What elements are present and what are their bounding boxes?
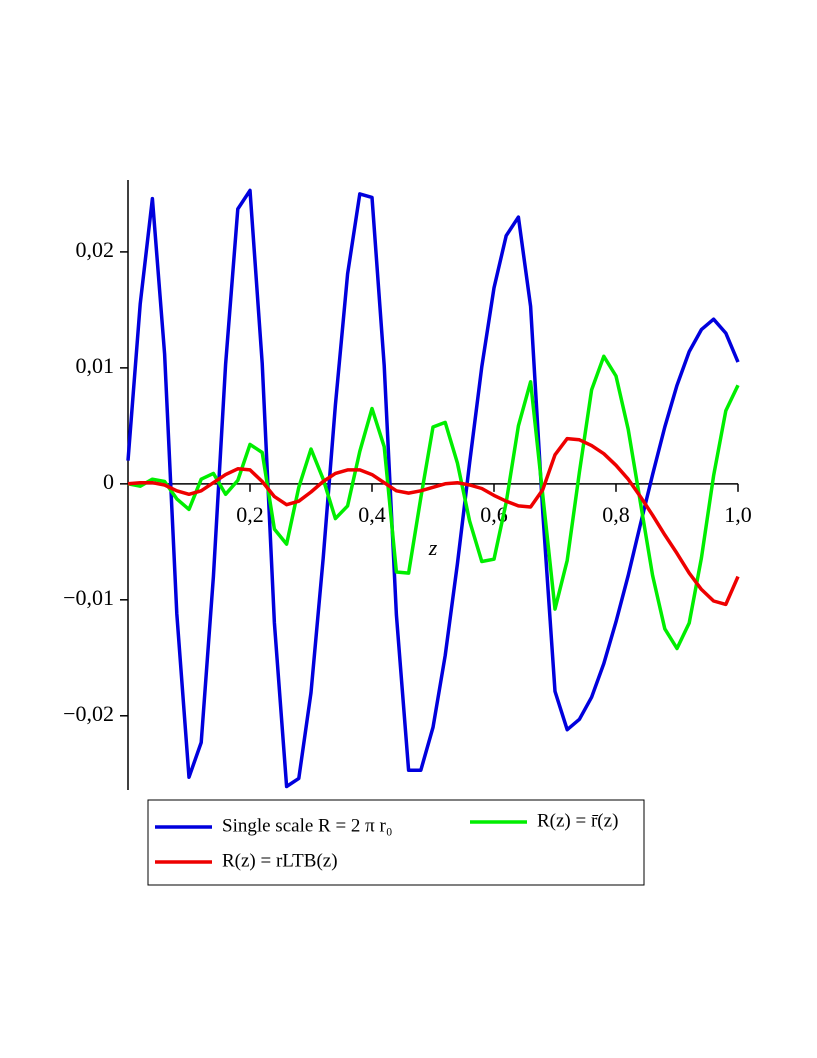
legend-box bbox=[147, 799, 645, 886]
legend-label: R(z) = rLTB(z) bbox=[222, 850, 338, 871]
legend-label: Single scale R = 2 π r₀ bbox=[222, 815, 392, 836]
series-line bbox=[127, 436, 740, 607]
x-axis-label: z bbox=[428, 535, 438, 560]
series-line bbox=[126, 188, 740, 789]
y-tick-label: 0 bbox=[103, 469, 114, 494]
y-tick-label: −0,02 bbox=[63, 701, 114, 726]
x-tick-label: 0,4 bbox=[358, 502, 386, 527]
legend-label: R(z) = r̄(z) bbox=[537, 810, 618, 831]
y-tick-label: 0,02 bbox=[76, 237, 115, 262]
x-tick-label: 1,0 bbox=[724, 502, 752, 527]
series-line bbox=[127, 354, 740, 651]
y-tick-label: −0,01 bbox=[63, 585, 114, 610]
x-tick-label: 0,2 bbox=[236, 502, 264, 527]
y-tick-label: 0,01 bbox=[76, 353, 115, 378]
x-tick-label: 0,8 bbox=[602, 502, 630, 527]
